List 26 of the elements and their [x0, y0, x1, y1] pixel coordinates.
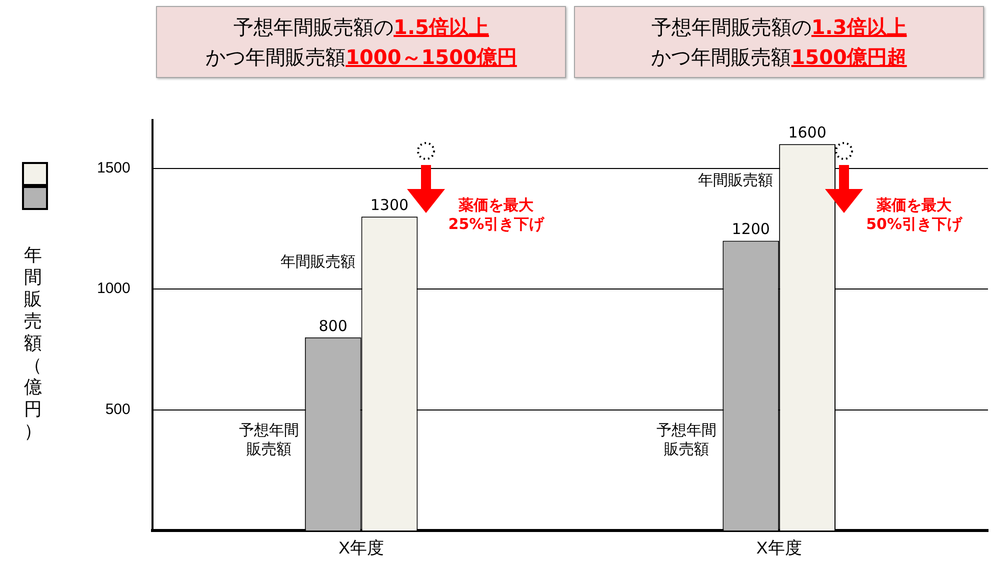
y-tick-label: 1000: [96, 280, 130, 298]
series-label: 年間販売額: [280, 252, 356, 270]
y-tick-label: 500: [105, 400, 130, 418]
annotation: 25%引き下げ: [448, 215, 544, 234]
text: かつ年間販売額: [651, 45, 792, 69]
text: 年間販売額（億円）: [24, 245, 42, 442]
text: 1000～1500億円: [346, 45, 517, 69]
text: 1.5倍以上: [394, 15, 489, 39]
data-label: 800: [318, 316, 348, 335]
text: 1500億円超: [791, 45, 907, 69]
x-tick-label: X年度: [756, 538, 802, 558]
y-tick-label: 1500: [96, 159, 130, 176]
text: 予想年間販売額の: [234, 15, 394, 39]
text: 予想年間販売額の: [651, 15, 812, 39]
data-label: 1600: [788, 124, 826, 142]
data-label: 1200: [732, 220, 770, 238]
series-label: 予想年間販売額: [238, 420, 299, 458]
annotation: 薬価を最大: [876, 196, 953, 215]
text: かつ年間販売額: [206, 45, 346, 69]
data-label: 1300: [370, 196, 409, 214]
text: 1.3倍以上: [811, 15, 907, 39]
x-tick-label: X年度: [338, 538, 384, 558]
annotation: 薬価を最大: [458, 196, 535, 215]
text: 予想年間販売額: [656, 420, 717, 458]
annotation: 50%引き下げ: [866, 215, 962, 234]
text: 年間販売額: [698, 170, 774, 189]
